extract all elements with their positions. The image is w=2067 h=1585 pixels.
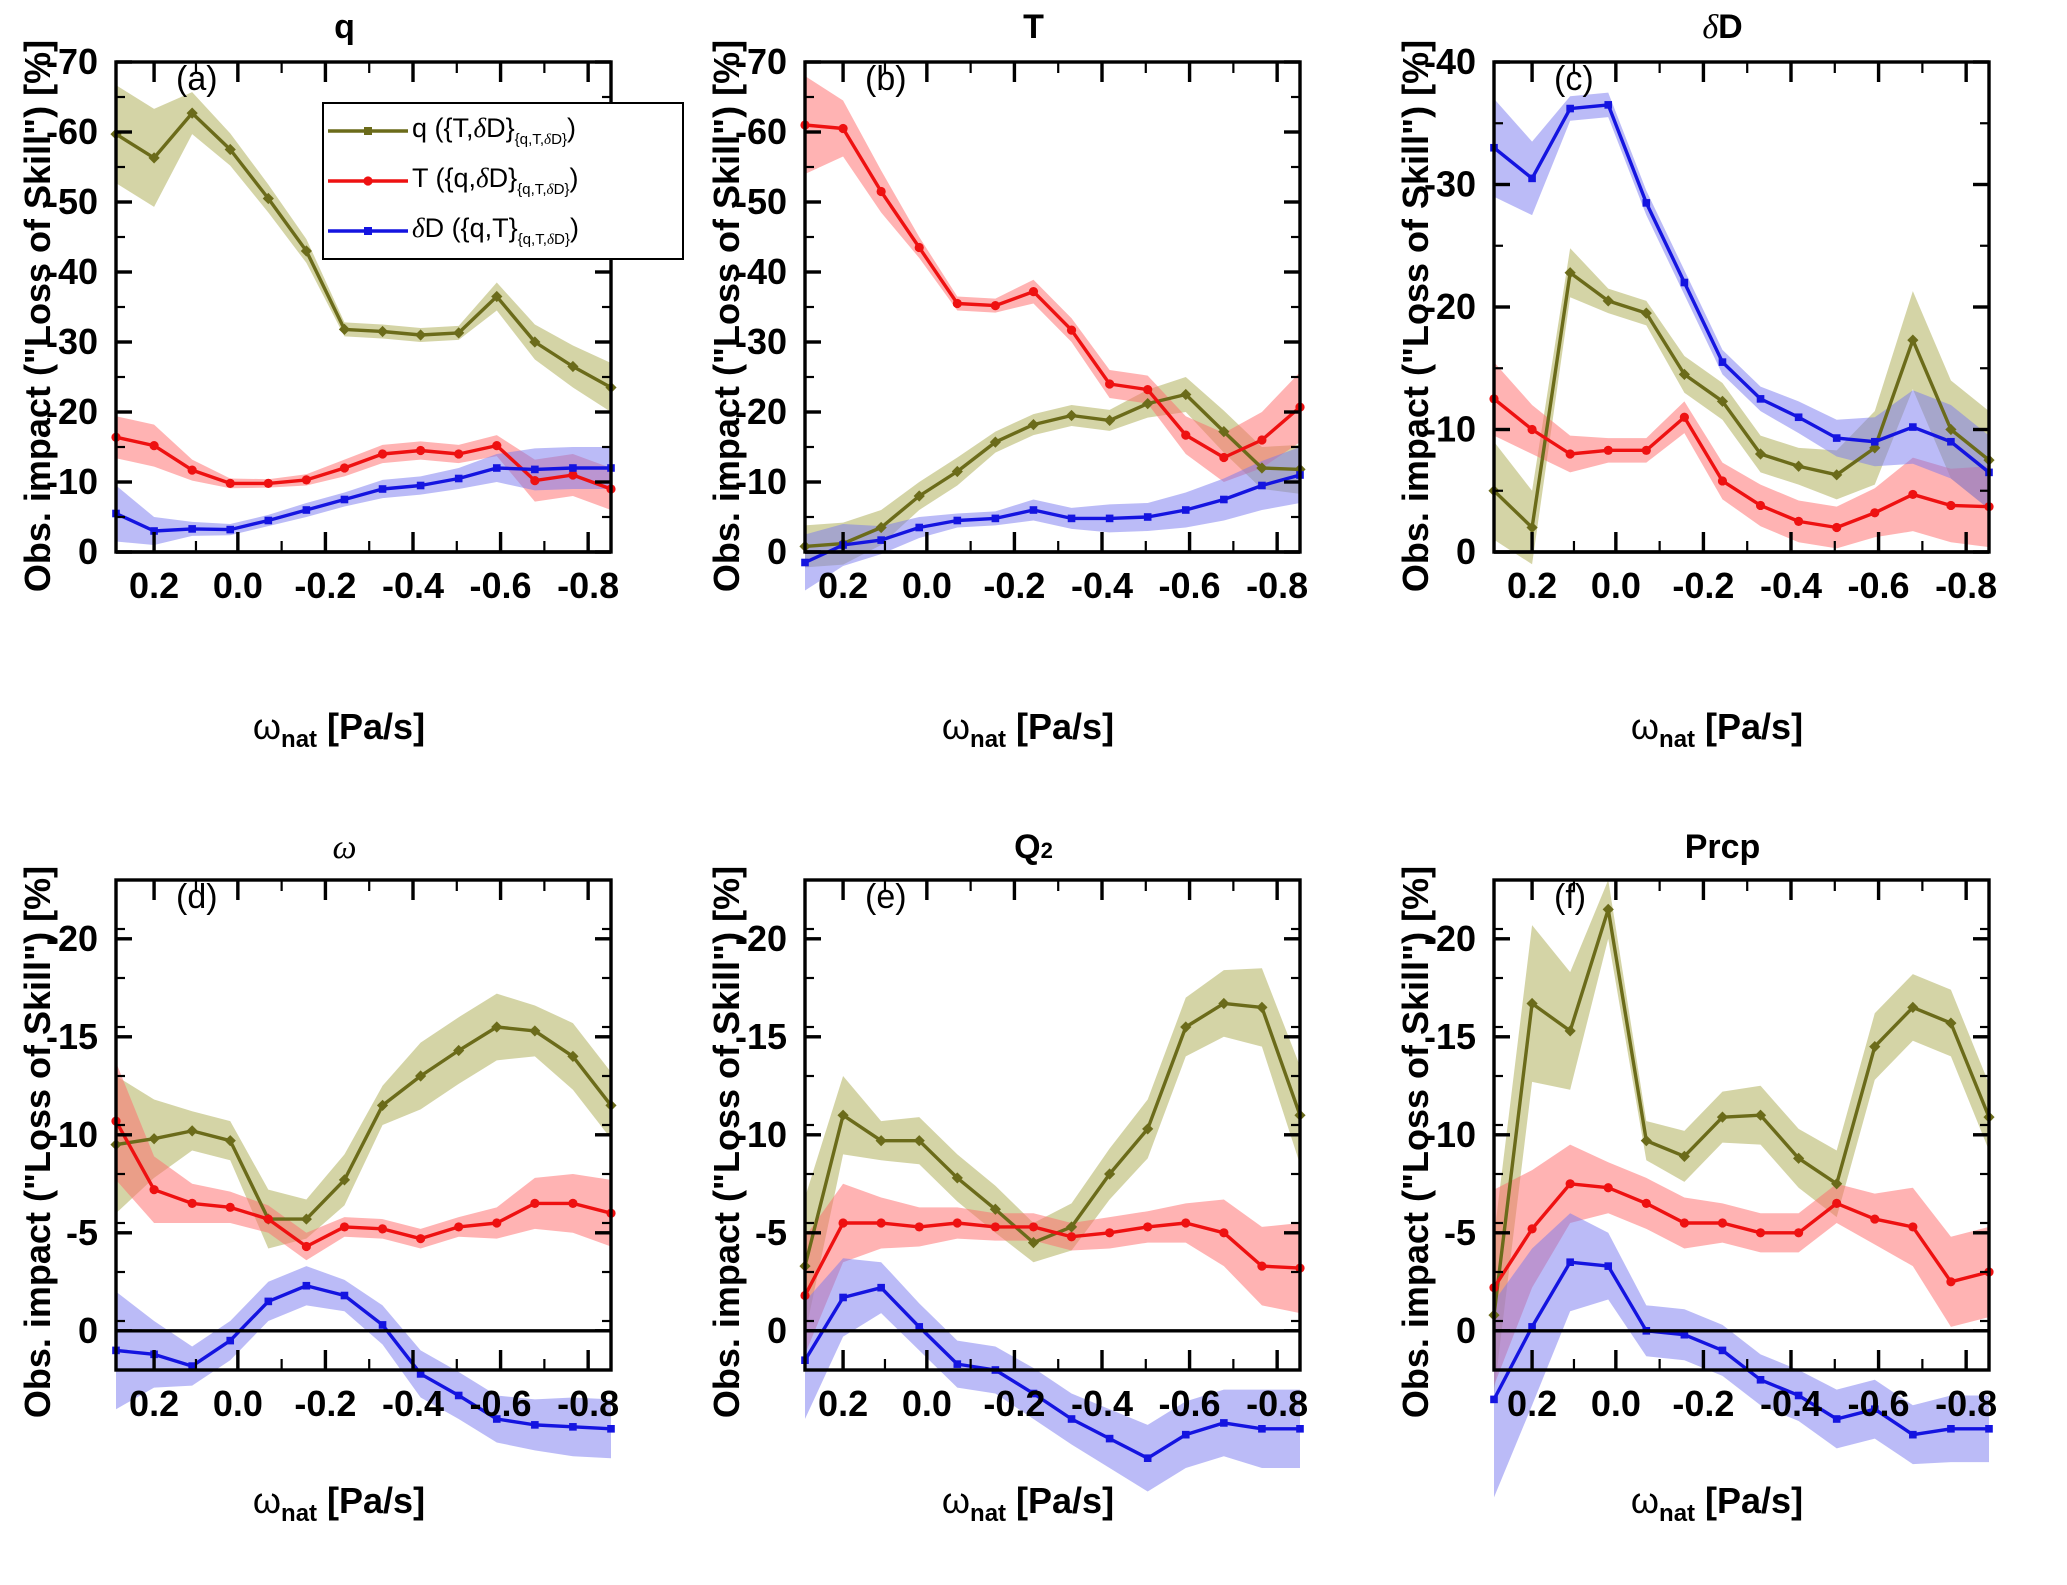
svg-text:-60: -60 [46,111,98,152]
svg-text:0.0: 0.0 [902,1383,952,1424]
svg-text:0.0: 0.0 [1591,1383,1641,1424]
svg-text:-0.8: -0.8 [1935,565,1997,606]
svg-text:-0.2: -0.2 [294,1383,356,1424]
svg-text:-30: -30 [735,321,787,362]
svg-text:-20: -20 [46,391,98,432]
svg-text:-0.8: -0.8 [1935,1383,1997,1424]
svg-text:-15: -15 [735,1016,787,1057]
svg-text:-20: -20 [735,391,787,432]
svg-text:0.0: 0.0 [1591,565,1641,606]
svg-text:0.0: 0.0 [213,565,263,606]
svg-text:-0.6: -0.6 [1159,1383,1221,1424]
svg-text:0.0: 0.0 [213,1383,263,1424]
svg-text:0: 0 [78,1310,98,1351]
svg-text:-0.6: -0.6 [470,565,532,606]
svg-text:-0.4: -0.4 [1071,565,1133,606]
svg-text:0.2: 0.2 [818,1383,868,1424]
svg-text:0.2: 0.2 [129,565,179,606]
svg-text:-40: -40 [735,251,787,292]
svg-text:-10: -10 [1424,409,1476,450]
svg-text:-40: -40 [46,251,98,292]
svg-text:-0.8: -0.8 [557,1383,619,1424]
svg-text:0.2: 0.2 [1507,565,1557,606]
svg-text:-20: -20 [46,918,98,959]
svg-text:-70: -70 [735,42,787,82]
svg-text:-0.4: -0.4 [1760,565,1822,606]
svg-text:-10: -10 [46,1114,98,1155]
svg-text:0: 0 [1456,531,1476,572]
svg-text:-0.8: -0.8 [1246,565,1308,606]
svg-text:-20: -20 [735,918,787,959]
svg-text:-0.2: -0.2 [1672,1383,1734,1424]
svg-text:-0.2: -0.2 [983,1383,1045,1424]
svg-text:-0.6: -0.6 [1848,1383,1910,1424]
svg-text:-40: -40 [1424,42,1476,82]
svg-text:-5: -5 [755,1212,787,1253]
svg-text:-20: -20 [1424,286,1476,327]
svg-text:-20: -20 [1424,918,1476,959]
svg-text:-70: -70 [46,42,98,82]
svg-text:0.2: 0.2 [1507,1383,1557,1424]
svg-text:-0.2: -0.2 [983,565,1045,606]
svg-text:-30: -30 [1424,164,1476,205]
svg-text:0.0: 0.0 [902,565,952,606]
svg-text:0: 0 [767,1310,787,1351]
svg-text:-0.2: -0.2 [294,565,356,606]
svg-text:-10: -10 [735,1114,787,1155]
svg-text:-15: -15 [1424,1016,1476,1057]
svg-text:0: 0 [767,531,787,572]
svg-text:-0.4: -0.4 [1760,1383,1822,1424]
svg-text:-30: -30 [46,321,98,362]
svg-text:-0.6: -0.6 [1159,565,1221,606]
svg-text:-10: -10 [735,461,787,502]
svg-text:-0.4: -0.4 [382,1383,444,1424]
svg-text:-5: -5 [1444,1212,1476,1253]
svg-text:0: 0 [1456,1310,1476,1351]
svg-text:-0.4: -0.4 [1071,1383,1133,1424]
svg-text:0.2: 0.2 [129,1383,179,1424]
svg-text:-0.4: -0.4 [382,565,444,606]
svg-text:-0.2: -0.2 [1672,565,1734,606]
svg-text:-15: -15 [46,1016,98,1057]
svg-text:-0.8: -0.8 [557,565,619,606]
svg-text:-5: -5 [66,1212,98,1253]
svg-text:-0.8: -0.8 [1246,1383,1308,1424]
svg-text:-50: -50 [46,181,98,222]
svg-text:-10: -10 [1424,1114,1476,1155]
svg-text:-0.6: -0.6 [1848,565,1910,606]
svg-text:-60: -60 [735,111,787,152]
svg-text:0.2: 0.2 [818,565,868,606]
svg-text:-0.6: -0.6 [470,1383,532,1424]
svg-text:0: 0 [78,531,98,572]
svg-text:-10: -10 [46,461,98,502]
svg-text:-50: -50 [735,181,787,222]
